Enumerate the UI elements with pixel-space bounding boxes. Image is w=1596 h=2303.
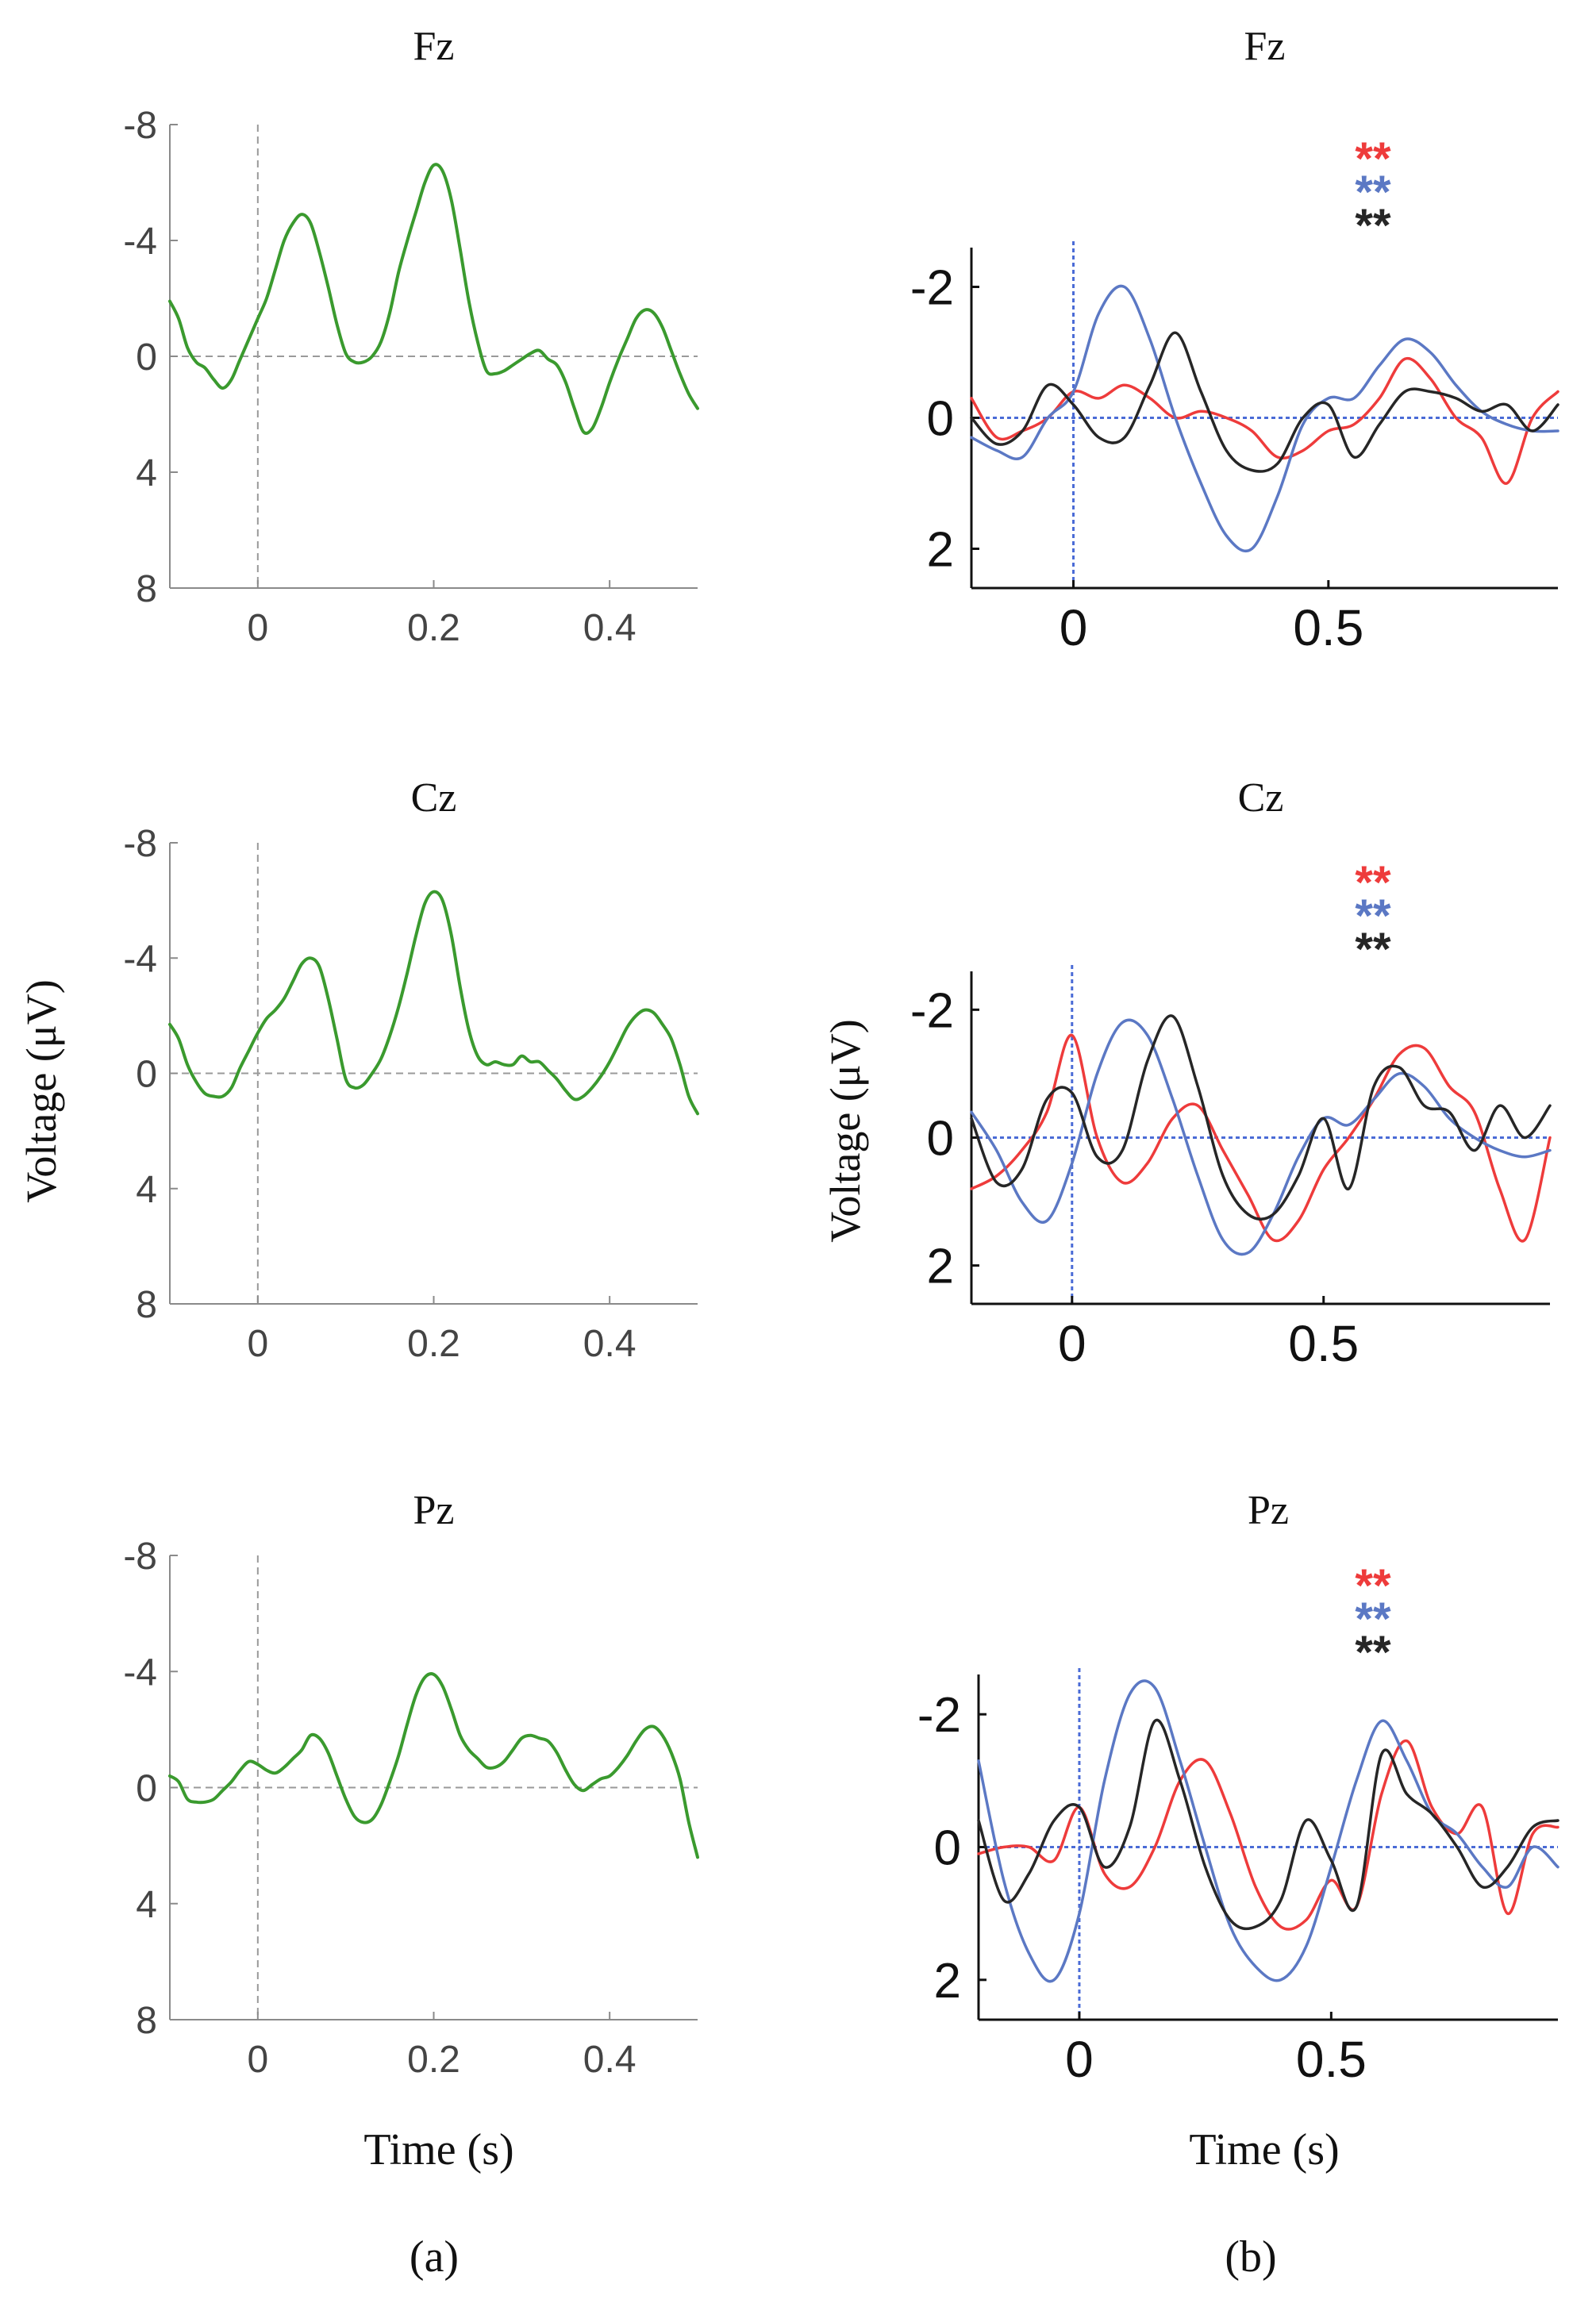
series-line-red-b-fz xyxy=(970,356,1559,485)
y-tick-label-b-cz: -2 xyxy=(910,983,954,1038)
y-tick-label-a-cz: -8 xyxy=(123,823,157,865)
series-line-blue-b-pz xyxy=(977,1679,1559,1983)
y-axis-label-left: Voltage (μV) xyxy=(17,979,65,1202)
y-tick-label-a-fz: 8 xyxy=(136,568,157,610)
y-tick-label-b-pz: 0 xyxy=(934,1821,961,1876)
x-tick-label-a-cz: 0.2 xyxy=(407,1323,460,1365)
y-tick-label-a-pz: 0 xyxy=(136,1768,157,1810)
significance-stars-black-b-cz: ** xyxy=(1355,924,1391,975)
x-tick-label-a-cz: 0 xyxy=(247,1323,268,1365)
x-tick-label-b-fz: 0.5 xyxy=(1293,599,1363,656)
series-line-blue-b-cz xyxy=(970,1018,1552,1256)
significance-stars-blue-b-cz: ** xyxy=(1355,890,1391,942)
x-tick-label-a-fz: 0.2 xyxy=(407,607,460,649)
y-tick-label-a-fz: -8 xyxy=(123,105,157,147)
chart-title-b-fz: Fz xyxy=(1244,24,1286,69)
significance-stars-red-b-cz: ** xyxy=(1355,857,1391,909)
y-tick-label-a-fz: 0 xyxy=(136,336,157,379)
series-line-red-b-cz xyxy=(970,1033,1552,1243)
significance-stars-blue-b-pz: ** xyxy=(1355,1594,1391,1645)
x-tick-label-a-pz: 0.2 xyxy=(407,2039,460,2081)
y-tick-label-a-pz: 4 xyxy=(136,1884,157,1926)
x-tick-label-b-cz: 0 xyxy=(1058,1315,1086,1372)
series-line-black-b-cz xyxy=(970,1014,1552,1221)
y-tick-label-a-cz: 8 xyxy=(136,1284,157,1326)
y-tick-label-a-pz: 8 xyxy=(136,2000,157,2042)
y-tick-label-b-cz: 2 xyxy=(927,1240,954,1294)
y-tick-label-a-cz: 4 xyxy=(136,1169,157,1211)
series-line-black-b-fz xyxy=(970,331,1559,473)
series-line-blue-b-fz xyxy=(970,284,1559,553)
y-tick-label-a-cz: 0 xyxy=(136,1054,157,1096)
y-tick-label-b-pz: -2 xyxy=(917,1688,961,1743)
series-line-difference-a-cz xyxy=(168,890,699,1116)
y-axis-label-right: Voltage (μV) xyxy=(821,1019,869,1242)
chart-title-a-pz: Pz xyxy=(413,1488,455,1533)
y-tick-label-a-pz: -8 xyxy=(123,1536,157,1578)
series-line-difference-a-pz xyxy=(168,1672,699,1859)
significance-stars-blue-b-fz: ** xyxy=(1355,167,1391,218)
y-tick-label-a-cz: -4 xyxy=(123,938,157,980)
y-tick-label-b-pz: 2 xyxy=(934,1954,961,2009)
x-tick-label-a-pz: 0.4 xyxy=(583,2039,636,2081)
x-tick-label-b-cz: 0.5 xyxy=(1288,1315,1359,1372)
x-tick-label-a-cz: 0.4 xyxy=(583,1323,636,1365)
x-tick-label-a-fz: 0 xyxy=(247,607,268,649)
series-line-red-b-pz xyxy=(977,1739,1559,1931)
x-tick-label-b-pz: 0.5 xyxy=(1296,2031,1367,2088)
y-tick-label-b-fz: -2 xyxy=(910,261,954,316)
x-tick-label-b-pz: 0 xyxy=(1065,2031,1094,2088)
chart-title-a-cz: Cz xyxy=(411,775,457,821)
y-tick-label-b-cz: 0 xyxy=(927,1112,954,1167)
series-line-black-b-pz xyxy=(977,1718,1559,1931)
y-tick-label-b-fz: 2 xyxy=(927,523,954,578)
panel-label-b: (b) xyxy=(1225,2232,1276,2282)
y-tick-label-a-fz: -4 xyxy=(123,221,157,263)
x-tick-label-b-fz: 0 xyxy=(1060,599,1088,656)
significance-stars-red-b-fz: ** xyxy=(1355,133,1391,185)
significance-stars-red-b-pz: ** xyxy=(1355,1560,1391,1612)
y-tick-label-a-pz: -4 xyxy=(123,1651,157,1694)
x-axis-label-left: Time (s) xyxy=(363,2125,513,2174)
chart-title-b-pz: Pz xyxy=(1248,1488,1289,1533)
chart-title-a-fz: Fz xyxy=(413,24,455,69)
x-axis-label-right: Time (s) xyxy=(1189,2125,1339,2174)
y-tick-label-a-fz: 4 xyxy=(136,452,157,494)
chart-title-b-cz: Cz xyxy=(1238,775,1284,821)
series-line-difference-a-fz xyxy=(168,163,699,435)
x-tick-label-a-pz: 0 xyxy=(247,2039,268,2081)
y-tick-label-b-fz: 0 xyxy=(927,392,954,447)
significance-stars-black-b-pz: ** xyxy=(1355,1627,1391,1678)
panel-label-a: (a) xyxy=(410,2232,459,2282)
x-tick-label-a-fz: 0.4 xyxy=(583,607,636,649)
significance-stars-black-b-fz: ** xyxy=(1355,200,1391,252)
